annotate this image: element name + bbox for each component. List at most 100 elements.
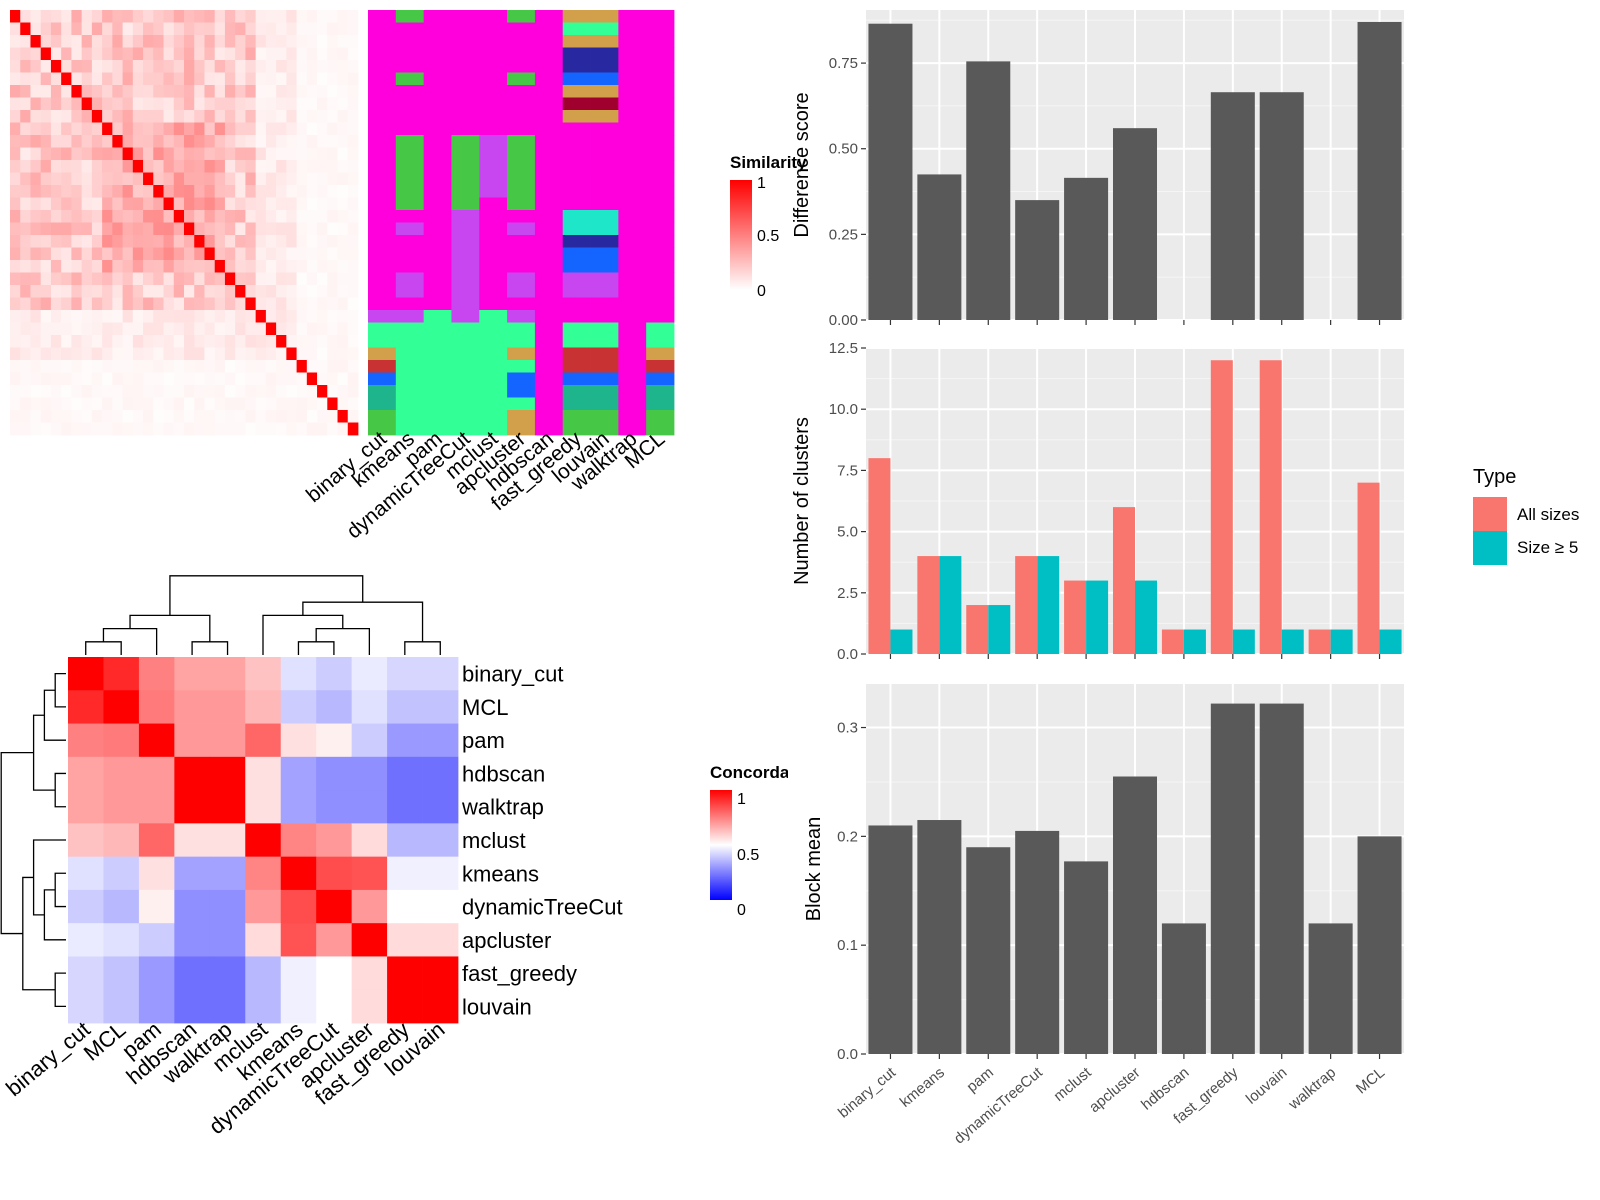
similarity-cell: [91, 122, 103, 136]
similarity-cell: [235, 335, 246, 348]
similarity-cell: [81, 235, 93, 248]
similarity-cell: [317, 22, 328, 36]
similarity-cell: [347, 210, 359, 223]
similarity-cell: [194, 310, 205, 323]
similarity-cell: [337, 260, 349, 273]
similarity-cell: [265, 135, 277, 148]
similarity-cell: [91, 35, 103, 48]
similarity-cell: [214, 135, 226, 148]
concordance-cell: [103, 989, 140, 1024]
cluster-assignment-cell: [451, 322, 480, 336]
similarity-cell: [61, 385, 72, 398]
similarity-cell: [306, 397, 318, 411]
similarity-cell: [327, 247, 338, 261]
similarity-cell: [163, 85, 175, 98]
concordance-cell: [351, 923, 388, 957]
cluster-assignment-cell: [646, 297, 675, 311]
similarity-cell: [184, 422, 195, 436]
concordance-cell: [138, 690, 175, 724]
similarity-cell: [214, 197, 226, 211]
cluster-assignment-cell: [423, 422, 452, 436]
cluster-assignment-cell: [368, 272, 397, 286]
similarity-cell: [173, 360, 185, 373]
cluster-assignment-cell: [368, 222, 397, 236]
similarity-cell: [20, 335, 31, 348]
similarity-cell: [224, 272, 236, 286]
similarity-cell: [245, 322, 257, 336]
similarity-cell: [71, 97, 83, 111]
similarity-cell: [30, 97, 42, 111]
similarity-cell: [61, 272, 72, 286]
similarity-cell: [347, 285, 359, 298]
similarity-cell: [71, 35, 83, 48]
cluster-assignment-cell: [395, 272, 425, 286]
similarity-cell: [255, 322, 267, 336]
similarity-cell: [153, 335, 164, 348]
similarity-cell: [50, 360, 62, 373]
similarity-cell: [173, 335, 185, 348]
similarity-cell: [204, 247, 216, 261]
similarity-cell: [224, 110, 236, 123]
similarity-cell: [204, 60, 216, 73]
similarity-cell: [214, 35, 226, 48]
cluster-assignment-cell: [368, 172, 397, 186]
similarity-cell: [286, 160, 297, 173]
cluster-assignment-cell: [646, 10, 675, 23]
similarity-cell: [143, 297, 154, 311]
similarity-cell: [163, 172, 175, 186]
similarity-cell: [10, 385, 21, 398]
similarity-cell: [102, 235, 113, 248]
similarity-cell: [194, 322, 205, 336]
concordance-cell: [103, 923, 140, 957]
cluster-assignment-cell: [395, 210, 425, 223]
cluster-assignment-cell: [562, 335, 591, 348]
similarity-cell: [337, 285, 349, 298]
similarity-cell: [276, 285, 287, 298]
similarity-cell: [317, 297, 328, 311]
similarity-cell: [235, 222, 246, 236]
x-tick-label: binary_cut: [835, 1064, 900, 1122]
similarity-cell: [40, 122, 52, 136]
similarity-cell: [153, 235, 164, 248]
similarity-cell: [204, 147, 216, 161]
similarity-cell: [163, 285, 175, 298]
cluster-assignment-cell: [423, 372, 452, 386]
similarity-cell: [61, 197, 72, 211]
similarity-cell: [235, 385, 246, 398]
cluster-assignment-cell: [507, 360, 536, 373]
similarity-cell: [296, 197, 308, 211]
bar-size-ge-5: [1135, 580, 1158, 654]
concordance-cell: [316, 690, 353, 724]
cluster-assignment-cell: [423, 272, 452, 286]
similarity-cell: [122, 297, 134, 311]
cluster-assignment-cell: [562, 172, 591, 186]
similarity-cell: [235, 422, 246, 436]
similarity-cell: [40, 272, 52, 286]
similarity-cell: [20, 97, 31, 111]
similarity-cell: [30, 285, 42, 298]
cluster-assignment-cell: [368, 22, 397, 36]
bar: [1259, 703, 1304, 1054]
cluster-assignment-cell: [590, 172, 619, 186]
similarity-cell: [235, 397, 246, 411]
similarity-cell: [61, 47, 72, 61]
cluster-assignment-cell: [423, 147, 452, 161]
similarity-cell: [91, 322, 103, 336]
cluster-assignment-cell: [368, 110, 397, 123]
similarity-cell: [194, 297, 205, 311]
cluster-assignment-cell: [395, 347, 425, 361]
cluster-assignment-cell: [590, 235, 619, 248]
similarity-cell: [235, 60, 246, 73]
x-tick-label: walktrap: [1285, 1064, 1339, 1114]
concordance-cell: [68, 690, 104, 724]
similarity-cell: [317, 97, 328, 111]
similarity-cell: [112, 97, 123, 111]
cluster-assignment-cell: [590, 360, 619, 373]
bar-size-ge-5: [1281, 629, 1304, 654]
similarity-cell: [235, 135, 246, 148]
similarity-cell: [306, 247, 318, 261]
similarity-cell: [194, 347, 205, 361]
similarity-cell: [10, 47, 21, 61]
cluster-assignment-cell: [451, 97, 480, 111]
similarity-cell: [276, 260, 287, 273]
